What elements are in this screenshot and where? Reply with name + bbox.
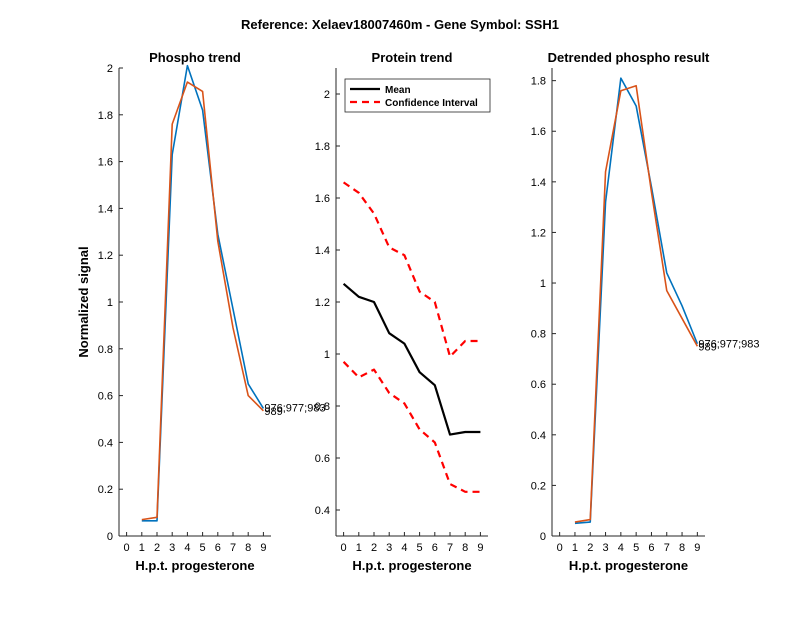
panel-title: Detrended phospho result — [548, 50, 710, 65]
x-tick-label: 4 — [401, 542, 407, 554]
series-line — [141, 81, 264, 521]
x-tick-label: 9 — [260, 542, 266, 554]
x-tick-label: 3 — [602, 542, 608, 554]
y-tick-label: 1.8 — [315, 141, 330, 153]
x-tick-label: 2 — [371, 542, 377, 554]
y-tick-label: 0.6 — [531, 379, 546, 391]
y-axis-label: Normalized signal — [76, 246, 91, 357]
y-tick-label: 0 — [107, 531, 113, 543]
legend-entry-label: Mean — [385, 85, 411, 96]
y-tick-label: 1.2 — [531, 227, 546, 239]
legend: Mean Confidence Interval — [344, 78, 491, 113]
y-tick-label: 1 — [540, 278, 546, 290]
x-tick-label: 6 — [215, 542, 221, 554]
x-tick-label: 1 — [572, 542, 578, 554]
series-line — [342, 282, 481, 436]
y-tick-label: 1.8 — [531, 76, 546, 88]
y-tick-label: 0.4 — [531, 430, 546, 442]
y-tick-label: 1.6 — [315, 193, 330, 205]
series-annotation: 976;977;983 — [698, 339, 759, 351]
y-tick-label: 1.4 — [315, 245, 330, 257]
x-tick-label: 3 — [169, 542, 175, 554]
y-tick-label: 0 — [540, 531, 546, 543]
y-tick-label: 0.2 — [98, 484, 113, 496]
y-tick-label: 0.4 — [315, 505, 330, 517]
y-tick-label: 1 — [107, 297, 113, 309]
y-tick-label: 0.8 — [531, 329, 546, 341]
x-tick-label: 6 — [432, 542, 438, 554]
x-tick-label: 5 — [417, 542, 423, 554]
x-axis-label: H.p.t. progesterone — [135, 558, 254, 573]
y-tick-label: 0.8 — [315, 401, 330, 413]
panel-title: Phospho trend — [149, 50, 241, 65]
x-axis-label: H.p.t. progesterone — [352, 558, 471, 573]
x-axis-label: H.p.t. progesterone — [569, 558, 688, 573]
y-tick-label: 1.6 — [98, 157, 113, 169]
x-tick-label: 8 — [679, 542, 685, 554]
x-tick-label: 6 — [648, 542, 654, 554]
x-tick-label: 0 — [341, 542, 347, 554]
series-annotation: 989 — [698, 341, 716, 353]
series-line — [342, 361, 481, 493]
y-tick-label: 0.6 — [98, 391, 113, 403]
x-tick-label: 0 — [557, 542, 563, 554]
chart-panel-3: 00.20.40.60.811.21.41.61.80 1 2 3 4 5 6 7 8 9Detr… — [531, 50, 760, 573]
series-annotation: 989 — [264, 406, 282, 418]
series-line — [574, 84, 699, 523]
chart-panel-1: 00.20.40.60.811.21.41.61.820 1 2 3 4 5 6 7 8 9Pho… — [76, 50, 326, 573]
x-tick-label: 8 — [462, 542, 468, 554]
y-tick-label: 2 — [324, 89, 330, 101]
y-tick-label: 1.4 — [98, 203, 113, 215]
x-tick-label: 3 — [386, 542, 392, 554]
y-tick-label: 0.2 — [531, 480, 546, 492]
y-tick-label: 1.6 — [531, 126, 546, 138]
x-tick-label: 4 — [618, 542, 624, 554]
panel-title: Protein trend — [372, 50, 453, 65]
legend-entry-label: Confidence Interval — [385, 98, 478, 109]
x-tick-label: 5 — [200, 542, 206, 554]
y-tick-label: 2 — [107, 63, 113, 75]
x-tick-label: 7 — [447, 542, 453, 554]
x-tick-label: 8 — [245, 542, 251, 554]
series-line — [342, 181, 481, 358]
figure-suptitle: Reference: Xelaev18007460m - Gene Symbol… — [241, 17, 559, 32]
x-tick-label: 2 — [587, 542, 593, 554]
y-tick-label: 0.6 — [315, 453, 330, 465]
x-tick-label: 5 — [633, 542, 639, 554]
x-tick-label: 0 — [124, 542, 130, 554]
x-tick-label: 9 — [477, 542, 483, 554]
x-tick-label: 1 — [356, 542, 362, 554]
y-tick-label: 1.2 — [98, 250, 113, 262]
y-tick-label: 1.2 — [315, 297, 330, 309]
y-tick-label: 1 — [324, 349, 330, 361]
series-annotation: 976;977;983 — [264, 402, 325, 414]
y-tick-label: 0.8 — [98, 344, 113, 356]
legend-box — [344, 78, 491, 113]
y-tick-label: 0.4 — [98, 437, 113, 449]
x-tick-label: 2 — [154, 542, 160, 554]
x-tick-label: 9 — [694, 542, 700, 554]
x-tick-label: 1 — [139, 542, 145, 554]
y-tick-label: 1.8 — [98, 110, 113, 122]
x-tick-label: 7 — [230, 542, 236, 554]
x-tick-label: 4 — [184, 542, 190, 554]
x-tick-label: 7 — [664, 542, 670, 554]
y-tick-label: 1.4 — [531, 177, 546, 189]
chart-panel-2: 0.40.60.811.21.41.61.820 1 2 3 4 5 6 7 8 9Protein… — [315, 50, 491, 573]
